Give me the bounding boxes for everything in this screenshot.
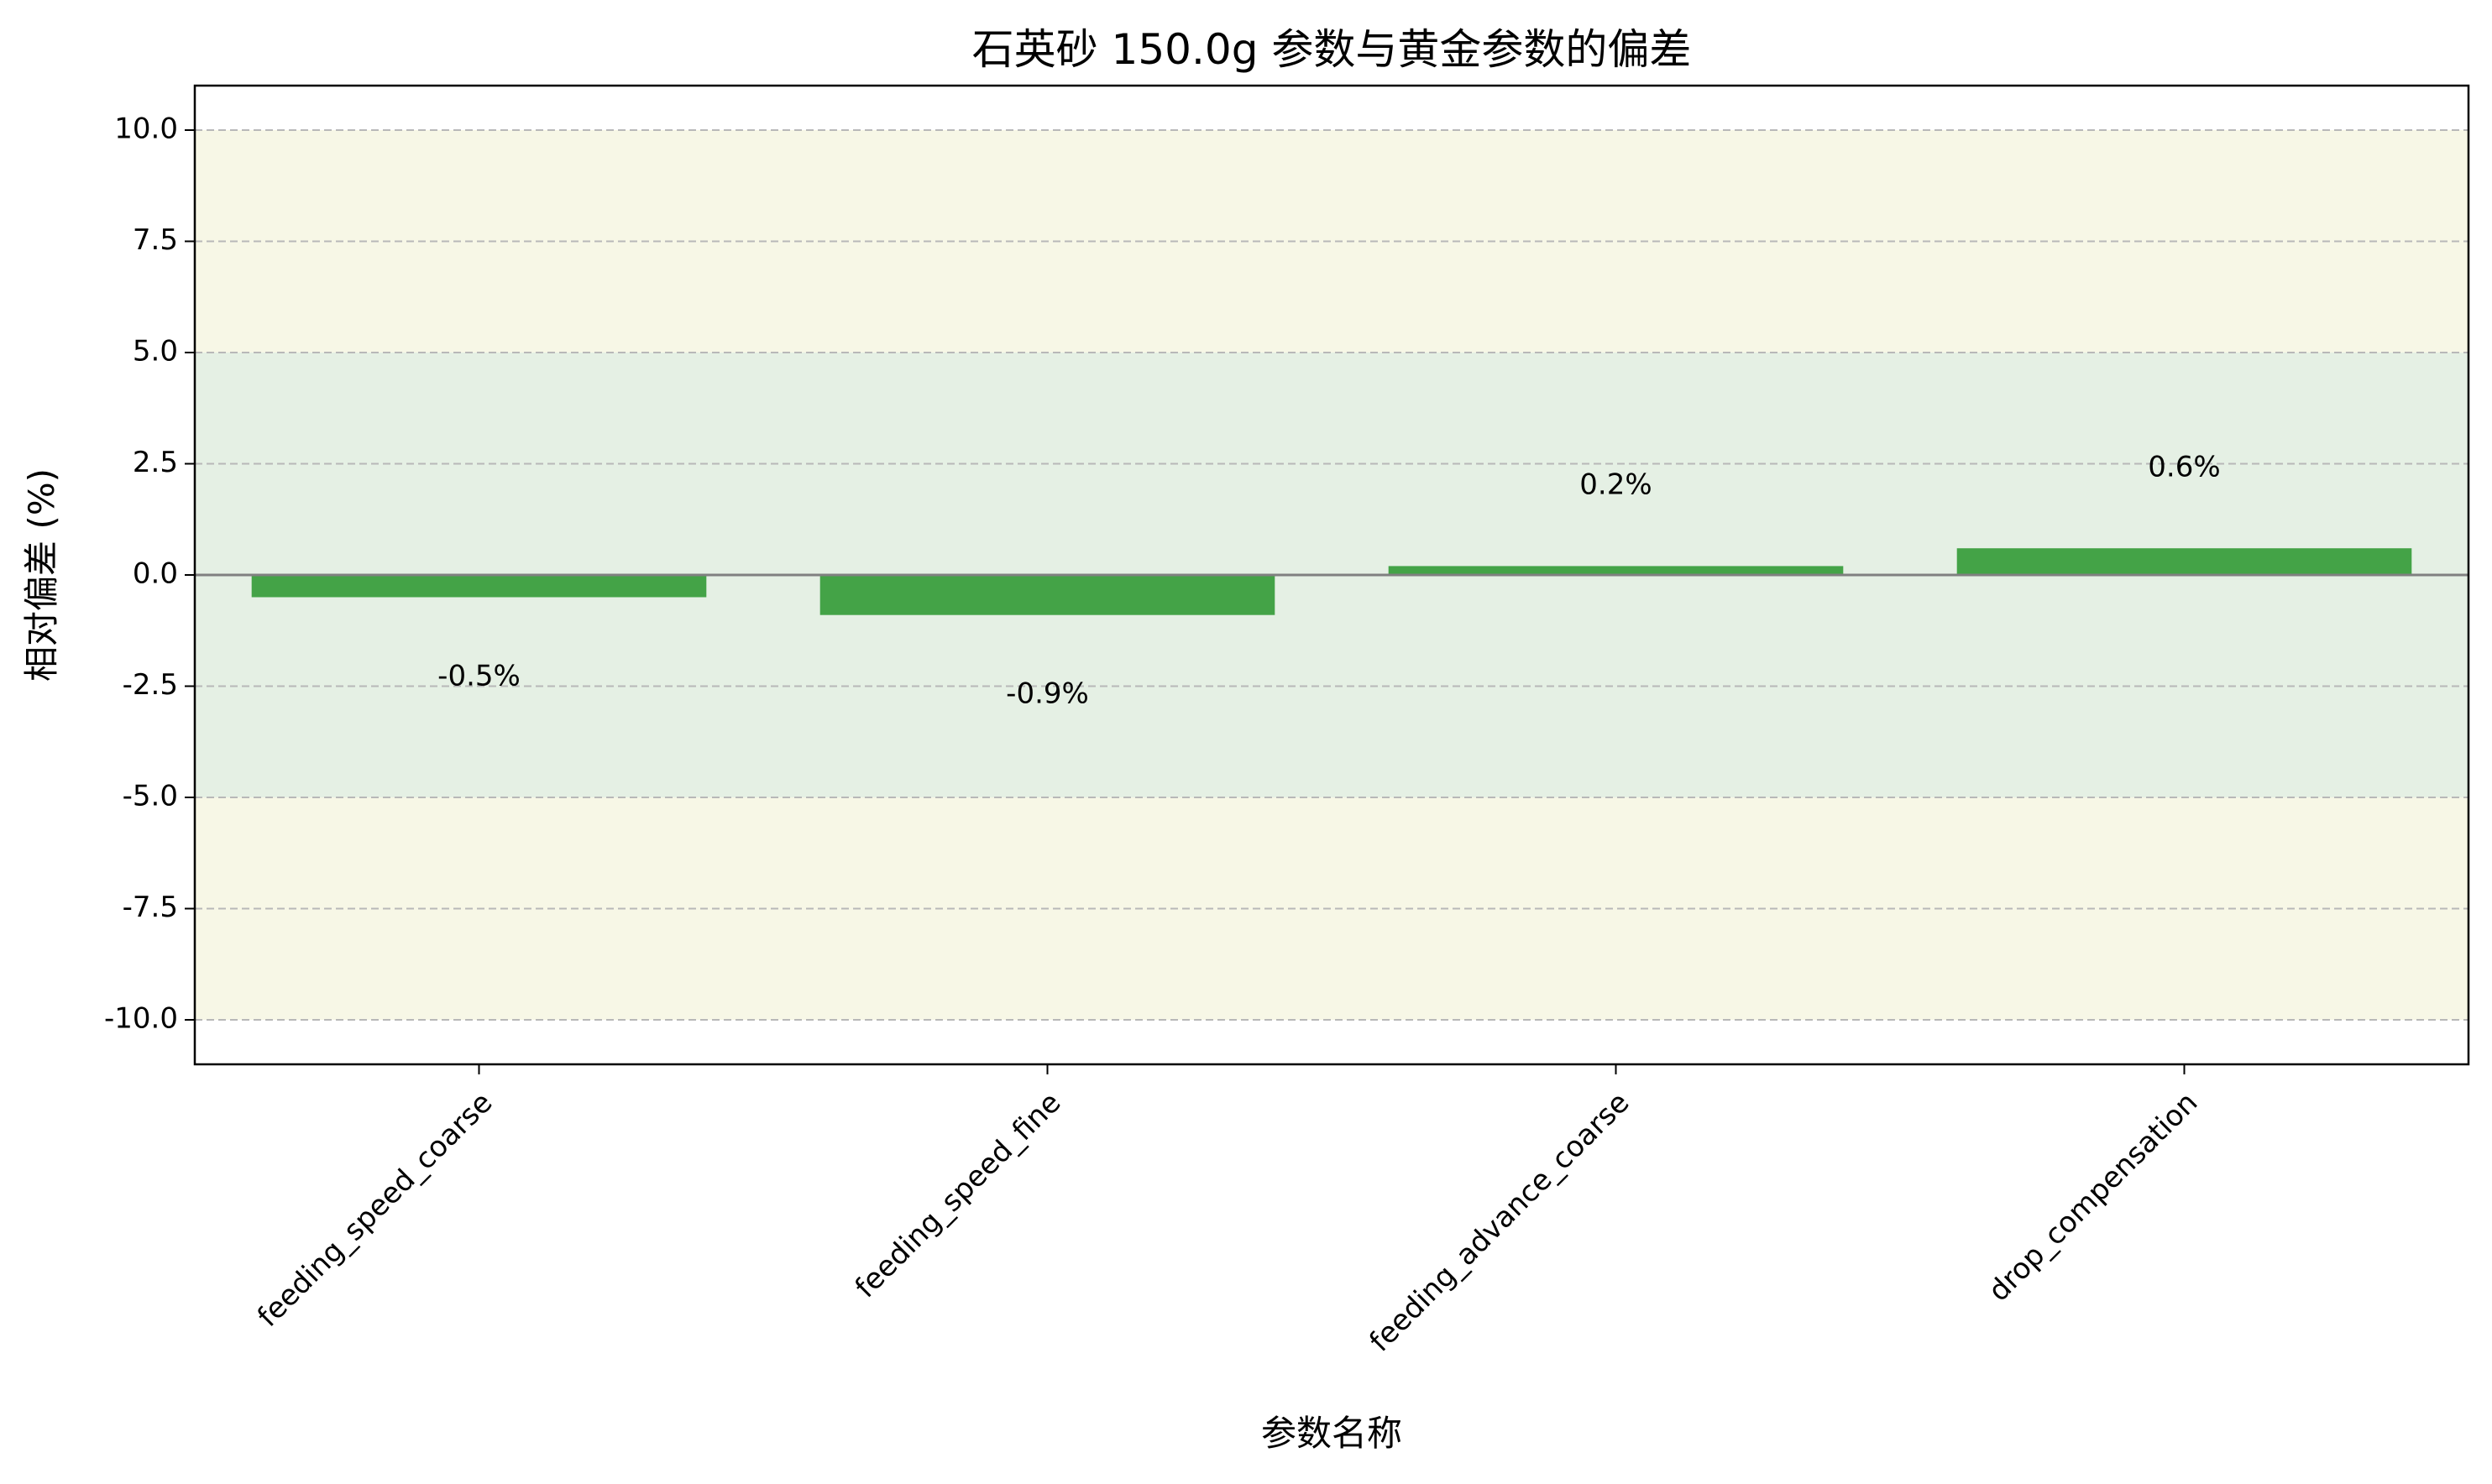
bar-3 [1957, 548, 2412, 575]
bar-0 [252, 575, 707, 598]
chart-title: 石英砂 150.0g 参数与黄金参数的偏差 [972, 25, 1692, 74]
bar-2 [1389, 566, 1844, 575]
y-tick-label-7: -7.5 [123, 891, 178, 924]
x-tick-label-1: feeding_speed_fine [849, 1086, 1068, 1305]
y-tick-label-4: 0.0 [133, 557, 178, 591]
y-tick-label-0: 10.0 [114, 112, 178, 146]
data-label-2: 0.2% [1579, 468, 1652, 502]
x-axis-ticks: feeding_speed_coarse feeding_speed_fine fe… [251, 1064, 2204, 1358]
x-tick-label-3: drop_compensation [1982, 1086, 2205, 1309]
y-tick-label-6: -5.0 [123, 780, 178, 813]
y-axis-label: 相对偏差 (%) [21, 468, 62, 682]
x-tick-label-0: feeding_speed_coarse [251, 1086, 499, 1334]
y-tick-label-3: 2.5 [133, 446, 178, 479]
y-tick-label-5: -2.5 [123, 668, 178, 702]
y-axis-ticks: 10.0 7.5 5.0 2.5 0.0 -2.5 -5.0 -7.5 -10.0 [104, 112, 195, 1036]
data-label-0: -0.5% [437, 659, 521, 692]
bar-1 [820, 575, 1275, 615]
data-label-3: 0.6% [2148, 450, 2220, 483]
x-axis-label: 参数名称 [1261, 1413, 1402, 1454]
data-label-1: -0.9% [1006, 677, 1089, 711]
y-tick-label-1: 7.5 [133, 223, 178, 257]
y-tick-label-2: 5.0 [133, 335, 178, 368]
x-tick-label-2: feeding_advance_coarse [1364, 1086, 1636, 1359]
y-tick-label-8: -10.0 [104, 1002, 178, 1036]
